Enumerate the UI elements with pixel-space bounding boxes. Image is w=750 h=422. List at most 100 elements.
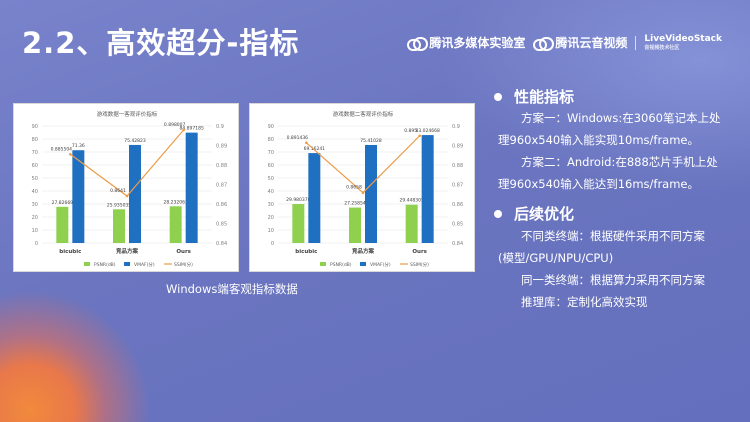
line-point [125,194,129,198]
chart-card-2: 游戏数据二客观评价指标 0 10 20 30 40 50 60 70 80 90 0.84 0.85 0.… [249,103,475,272]
legend-label: PSNR(dB) [94,262,116,268]
y-tick-label: 0 [35,241,38,247]
y-tick-label: 60 [32,163,38,169]
data-label: 27.82669 [52,200,74,206]
legend-label: SSIM(分) [410,261,429,268]
data-label: 29.448305 [399,198,423,204]
tencent-cloud-mark-icon [407,36,429,51]
tencent-lab-logo: 腾讯多媒体实验室 [407,34,525,51]
y2-tick-label: 0.87 [216,183,227,189]
bar [349,207,361,243]
y-tick-label: 80 [268,137,274,143]
chart-title: 游戏数据二客观评价指标 [333,110,394,118]
y-tick-label: 70 [32,150,38,156]
chart-title: 游戏数据一客观评价指标 [97,110,158,118]
data-label: 25.935035 [107,202,131,208]
data-label: 27.25854 [344,201,366,207]
x-tick-label: Ours [176,249,191,255]
bar [308,153,321,243]
legend-label: SSIM(分) [174,261,193,268]
y-tick-label: 20 [32,215,38,221]
y-tick-label: 40 [268,189,274,195]
y2-tick-label: 0.88 [216,163,227,169]
y2-tick-label: 0.88 [452,163,463,169]
data-label: 83.024668 [415,128,439,134]
legend-swatch [124,262,130,266]
y2-tick-label: 0.84 [452,241,463,247]
y2-tick-label: 0.85 [452,222,463,228]
y2-tick-label: 0.9 [452,124,460,130]
y-tick-label: 60 [268,163,274,169]
bar [129,144,141,243]
chart-card-1: 游戏数据一客观评价指标 0 10 20 30 40 50 60 70 80 90 0.84 0.85 0.… [13,103,239,272]
legend-label: PSNR(dB) [330,262,352,268]
text-line: 同一类终端：根据算力采用不同方案 [521,273,705,287]
bar [365,144,377,243]
y2-tick-label: 0.89 [452,144,463,150]
text-line: (模型/GPU/NPU/CPU) [498,251,614,265]
line-point [69,152,72,156]
line-data-label: 0.895 [404,128,417,134]
bullet-icon [494,209,502,218]
y2-tick-label: 0.9 [216,124,224,130]
line-data-label: 0.8641 [110,188,126,194]
y-tick-label: 10 [268,228,274,234]
line-point [361,191,365,194]
data-label: 75.42823 [124,138,146,144]
legend-swatch [360,262,366,266]
line-data-label: 0.8658 [346,185,362,191]
x-tick-label: bicubic [295,249,317,255]
livevideostack-sublabel: 音视频技术社区 [644,44,680,51]
y-tick-label: 90 [268,124,274,130]
section-heading-performance: 性能指标 [494,86,574,107]
text-line: 理960x540输入能实现10ms/frame。 [498,133,700,147]
x-tick-label: Ours [412,249,427,255]
y-tick-label: 90 [32,124,38,130]
logo-divider [635,35,637,50]
y-tick-label: 80 [32,137,38,143]
data-label: 75.41028 [360,138,382,144]
tencent-lab-label: 腾讯多媒体实验室 [429,36,526,50]
section-heading-label: 性能指标 [514,88,575,106]
section-heading-label: 后续优化 [514,205,575,223]
text-line: 推理库：定制化高效实现 [521,295,648,309]
y2-tick-label: 0.89 [216,144,227,150]
y-tick-label: 0 [271,241,274,247]
text-line: 理960x540输入能达到16ms/frame。 [498,177,700,191]
logo-bar: 腾讯多媒体实验室 腾讯云音视频 LiveVideoStack 音视频技术社区 [407,34,722,51]
y-tick-label: 10 [32,228,38,234]
bullet-icon [494,92,502,101]
line-data-label: 0.885504 [51,146,73,152]
bar [56,206,69,243]
tencent-cloud-mark-icon [533,36,555,51]
bar [292,204,305,243]
bar [421,135,434,243]
data-label: 29.980378 [286,197,310,203]
y2-tick-label: 0.87 [452,183,463,189]
y2-tick-label: 0.85 [216,222,227,228]
data-label: 71.36 [72,143,85,149]
bar [185,132,198,243]
text-line: 方案一：Windows:在3060笔记本上处 [521,111,721,125]
chart-1: 游戏数据一客观评价指标 0 10 20 30 40 50 60 70 80 90 0.84 0.85 0.… [32,110,228,268]
y-tick-label: 50 [268,176,274,182]
line-data-label: 0.891436 [287,135,309,141]
x-tick-label: 竞品方案 [351,247,375,255]
chart-2: 游戏数据二客观评价指标 0 10 20 30 40 50 60 70 80 90 0.84 0.85 0.… [268,110,464,268]
livevideostack-logo: LiveVideoStack 音视频技术社区 [644,34,722,51]
text-line: 方案二：Android:在888芯片手机上处 [521,155,718,169]
y2-tick-label: 0.84 [216,241,227,247]
bar [405,204,418,243]
y-tick-label: 70 [268,150,274,156]
legend-swatch [320,262,326,266]
y2-tick-label: 0.86 [216,202,227,208]
text-line: 不同类终端：根据硬件采用不同方案 [521,229,705,243]
section-heading-optimization: 后续优化 [494,203,574,224]
y-tick-label: 30 [268,202,274,208]
y-tick-label: 20 [268,215,274,221]
y-tick-label: 50 [32,176,38,182]
chart-caption: Windows端客观指标数据 [166,282,298,296]
legend-label: VMAF(分) [134,261,155,268]
line-point [418,134,421,138]
data-label: 84.897185 [179,126,203,132]
